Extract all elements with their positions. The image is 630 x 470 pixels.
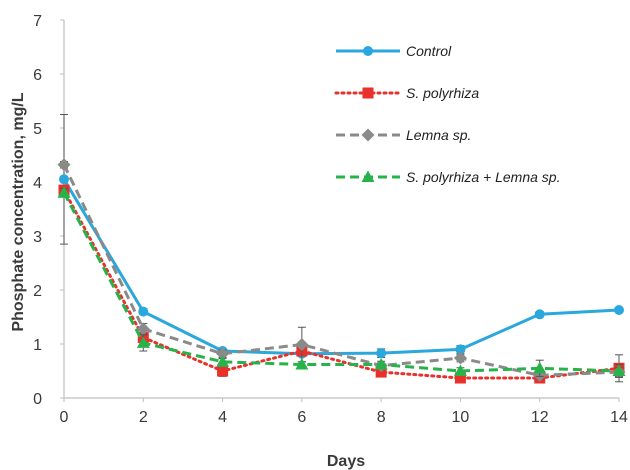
data-point — [136, 322, 150, 336]
y-tick-label: 7 — [33, 13, 42, 30]
data-point — [374, 358, 388, 370]
y-axis-title: Phosphate concentration, mg/L — [10, 92, 27, 331]
data-point — [136, 336, 150, 348]
x-tick-label: 10 — [452, 409, 470, 426]
data-point — [453, 364, 467, 376]
data-point — [57, 158, 71, 172]
legend-label: Control — [406, 43, 452, 59]
series-3 — [57, 158, 626, 382]
data-point — [454, 372, 466, 384]
legend-item-4: S. polyrhiza + Lemna sp. — [336, 169, 560, 185]
data-point — [614, 304, 624, 315]
series-line — [62, 188, 621, 380]
legend-marker — [361, 128, 375, 142]
data-point — [216, 347, 230, 361]
data-point — [295, 338, 309, 352]
legend-marker — [361, 170, 375, 182]
y-tick-label: 5 — [33, 121, 42, 138]
y-tick-label: 3 — [33, 229, 42, 246]
legend-marker — [362, 87, 374, 99]
series-1 — [59, 114, 624, 359]
data-point — [376, 348, 387, 359]
data-point — [295, 358, 309, 370]
series-line — [62, 192, 620, 373]
x-tick-label: 6 — [297, 409, 306, 426]
legend: Control S. polyrhiza Lemna sp. S. polyrhiza… — [334, 43, 560, 185]
data-point — [612, 364, 626, 376]
y-tick-label: 0 — [33, 391, 42, 408]
x-tick-label: 12 — [531, 409, 549, 426]
x-tick-label: 4 — [218, 409, 227, 426]
data-point — [453, 351, 467, 365]
legend-item-2: S. polyrhiza — [334, 85, 479, 101]
data-point — [217, 365, 229, 377]
legend-item-3: Lemna sp. — [336, 127, 471, 143]
legend-label: Lemna sp. — [406, 127, 471, 143]
y-tick-label: 6 — [33, 67, 42, 84]
data-point — [534, 309, 545, 320]
data-point — [216, 355, 230, 367]
x-tick-label: 0 — [60, 409, 69, 426]
series-4 — [57, 186, 626, 378]
data-point — [59, 174, 69, 185]
data-point — [533, 361, 547, 374]
x-axis-title: Days — [327, 453, 365, 470]
legend-label: S. polyrhiza — [406, 85, 479, 101]
series-line — [62, 164, 620, 377]
legend-marker — [363, 46, 373, 56]
y-tick-label: 2 — [33, 283, 42, 300]
legend-label: S. polyrhiza + Lemna sp. — [406, 169, 560, 185]
data-point — [138, 306, 149, 317]
series-group — [57, 114, 626, 384]
x-tick-label: 8 — [377, 409, 386, 426]
series-line — [62, 178, 620, 356]
data-point — [57, 186, 71, 198]
data-point — [455, 344, 466, 355]
y-tick-label: 1 — [33, 337, 42, 354]
legend-item-1: Control — [336, 43, 452, 59]
x-tick-label: 14 — [610, 409, 628, 426]
y-tick-label: 4 — [33, 175, 42, 192]
x-tick-label: 2 — [139, 409, 148, 426]
